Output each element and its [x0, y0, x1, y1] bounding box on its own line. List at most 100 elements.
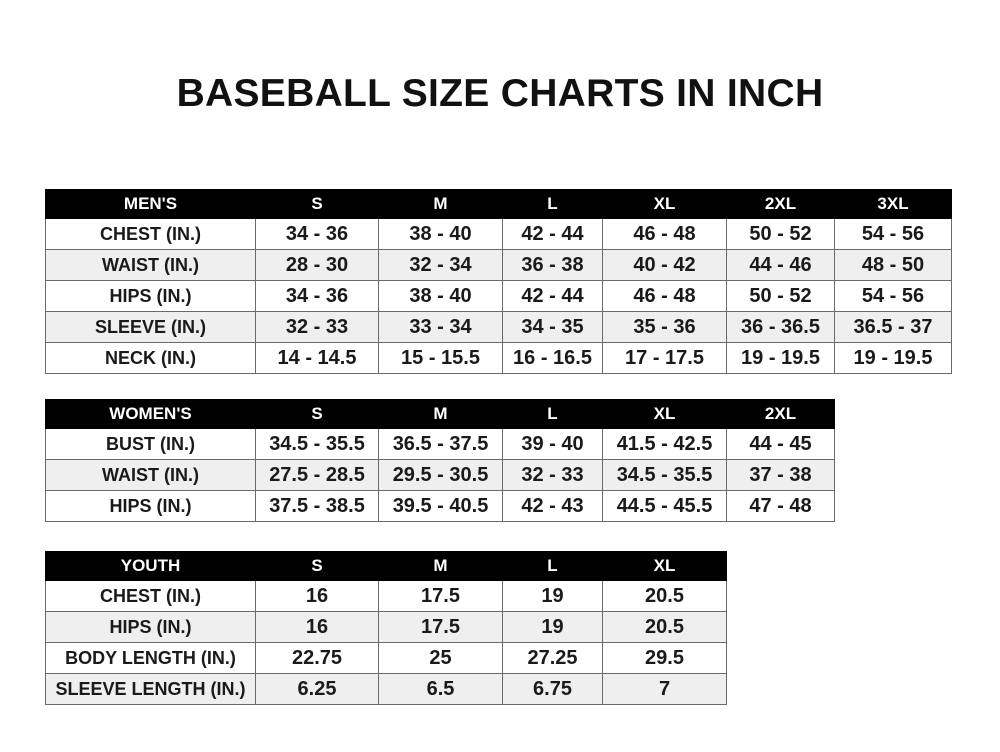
youth-size-table: YOUTH S M L XL CHEST (IN.) 16 17.5 19 20.5 HIPS (I…	[45, 551, 727, 705]
size-value-cell: 35 - 36	[602, 311, 727, 343]
size-value-cell: 47 - 48	[726, 490, 835, 522]
size-value-cell: 34 - 36	[255, 280, 379, 312]
size-column-header: XL	[602, 551, 727, 581]
size-value-cell: 32 - 33	[255, 311, 379, 343]
table-category-header: MEN'S	[45, 189, 256, 219]
size-value-cell: 42 - 44	[502, 280, 603, 312]
size-value-cell: 32 - 33	[502, 459, 603, 491]
size-value-cell: 54 - 56	[834, 280, 952, 312]
size-value-cell: 36.5 - 37	[834, 311, 952, 343]
size-value-cell: 34 - 36	[255, 218, 379, 250]
size-value-cell: 48 - 50	[834, 249, 952, 281]
measurement-label: CHEST (IN.)	[45, 580, 256, 612]
size-column-header: S	[255, 189, 379, 219]
size-value-cell: 34.5 - 35.5	[255, 428, 379, 460]
size-column-header: M	[378, 189, 503, 219]
table-row: HIPS (IN.) 37.5 - 38.5 39.5 - 40.5 42 - 43 4…	[45, 490, 835, 522]
size-value-cell: 32 - 34	[378, 249, 503, 281]
size-value-cell: 39 - 40	[502, 428, 603, 460]
size-value-cell: 19 - 19.5	[834, 342, 952, 374]
header-row: YOUTH S M L XL	[45, 551, 727, 581]
size-value-cell: 16	[255, 611, 379, 643]
size-value-cell: 22.75	[255, 642, 379, 674]
size-value-cell: 20.5	[602, 611, 727, 643]
size-value-cell: 41.5 - 42.5	[602, 428, 727, 460]
table-row: CHEST (IN.) 16 17.5 19 20.5	[45, 580, 727, 612]
size-value-cell: 44 - 45	[726, 428, 835, 460]
size-value-cell: 28 - 30	[255, 249, 379, 281]
size-value-cell: 33 - 34	[378, 311, 503, 343]
mens-size-table: MEN'S S M L XL 2XL 3XL CHEST (IN.) 34 - 36 38 - 4…	[45, 189, 952, 374]
size-value-cell: 37.5 - 38.5	[255, 490, 379, 522]
table-row: CHEST (IN.) 34 - 36 38 - 40 42 - 44 46 - 48 5…	[45, 218, 952, 250]
measurement-label: BODY LENGTH (IN.)	[45, 642, 256, 674]
size-value-cell: 40 - 42	[602, 249, 727, 281]
size-value-cell: 6.75	[502, 673, 603, 705]
measurement-label: SLEEVE (IN.)	[45, 311, 256, 343]
size-value-cell: 19	[502, 580, 603, 612]
size-value-cell: 17 - 17.5	[602, 342, 727, 374]
measurement-label: HIPS (IN.)	[45, 611, 256, 643]
measurement-label: NECK (IN.)	[45, 342, 256, 374]
size-column-header: M	[378, 399, 503, 429]
size-value-cell: 17.5	[378, 580, 503, 612]
size-value-cell: 36.5 - 37.5	[378, 428, 503, 460]
size-value-cell: 25	[378, 642, 503, 674]
size-value-cell: 44.5 - 45.5	[602, 490, 727, 522]
size-column-header: 2XL	[726, 399, 835, 429]
size-value-cell: 36 - 36.5	[726, 311, 835, 343]
size-value-cell: 6.5	[378, 673, 503, 705]
size-value-cell: 6.25	[255, 673, 379, 705]
size-value-cell: 46 - 48	[602, 280, 727, 312]
size-value-cell: 27.5 - 28.5	[255, 459, 379, 491]
size-value-cell: 50 - 52	[726, 280, 835, 312]
size-column-header: 2XL	[726, 189, 835, 219]
measurement-label: BUST (IN.)	[45, 428, 256, 460]
measurement-label: CHEST (IN.)	[45, 218, 256, 250]
measurement-label: WAIST (IN.)	[45, 459, 256, 491]
table-category-header: WOMEN'S	[45, 399, 256, 429]
size-value-cell: 34.5 - 35.5	[602, 459, 727, 491]
size-value-cell: 16 - 16.5	[502, 342, 603, 374]
measurement-label: SLEEVE LENGTH (IN.)	[45, 673, 256, 705]
size-value-cell: 46 - 48	[602, 218, 727, 250]
size-value-cell: 34 - 35	[502, 311, 603, 343]
size-value-cell: 44 - 46	[726, 249, 835, 281]
table-row: HIPS (IN.) 16 17.5 19 20.5	[45, 611, 727, 643]
size-column-header: S	[255, 399, 379, 429]
size-value-cell: 37 - 38	[726, 459, 835, 491]
size-value-cell: 42 - 44	[502, 218, 603, 250]
size-column-header: XL	[602, 189, 727, 219]
size-column-header: M	[378, 551, 503, 581]
table-category-header: YOUTH	[45, 551, 256, 581]
page-title: BASEBALL SIZE CHARTS IN INCH	[176, 72, 824, 115]
table-row: WAIST (IN.) 27.5 - 28.5 29.5 - 30.5 32 - 33…	[45, 459, 835, 491]
size-value-cell: 7	[602, 673, 727, 705]
size-value-cell: 20.5	[602, 580, 727, 612]
measurement-label: HIPS (IN.)	[45, 280, 256, 312]
size-column-header: L	[502, 399, 603, 429]
size-value-cell: 15 - 15.5	[378, 342, 503, 374]
size-value-cell: 27.25	[502, 642, 603, 674]
size-column-header: L	[502, 189, 603, 219]
size-column-header: 3XL	[834, 189, 952, 219]
size-value-cell: 54 - 56	[834, 218, 952, 250]
size-value-cell: 42 - 43	[502, 490, 603, 522]
table-row: NECK (IN.) 14 - 14.5 15 - 15.5 16 - 16.5 17 …	[45, 342, 952, 374]
size-column-header: S	[255, 551, 379, 581]
size-value-cell: 39.5 - 40.5	[378, 490, 503, 522]
size-value-cell: 38 - 40	[378, 218, 503, 250]
header-row: MEN'S S M L XL 2XL 3XL	[45, 189, 952, 219]
table-row: WAIST (IN.) 28 - 30 32 - 34 36 - 38 40 - 42 4…	[45, 249, 952, 281]
size-value-cell: 14 - 14.5	[255, 342, 379, 374]
size-value-cell: 29.5	[602, 642, 727, 674]
size-value-cell: 36 - 38	[502, 249, 603, 281]
size-value-cell: 16	[255, 580, 379, 612]
table-row: SLEEVE LENGTH (IN.) 6.25 6.5 6.75 7	[45, 673, 727, 705]
size-column-header: XL	[602, 399, 727, 429]
measurement-label: HIPS (IN.)	[45, 490, 256, 522]
size-value-cell: 17.5	[378, 611, 503, 643]
measurement-label: WAIST (IN.)	[45, 249, 256, 281]
size-value-cell: 19 - 19.5	[726, 342, 835, 374]
size-value-cell: 50 - 52	[726, 218, 835, 250]
